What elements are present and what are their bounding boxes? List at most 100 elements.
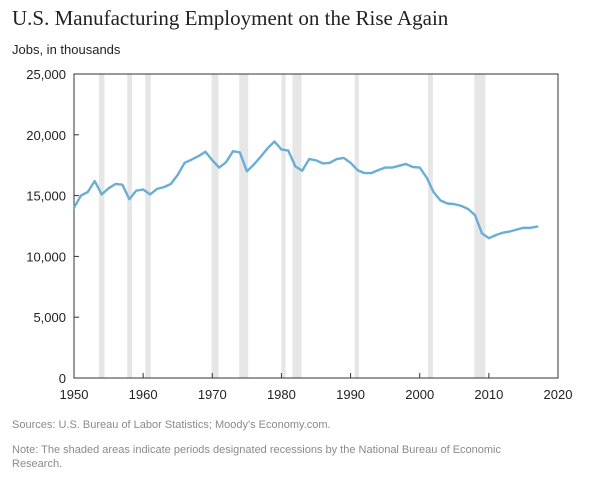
data-point bbox=[439, 199, 441, 201]
chart-title: U.S. Manufacturing Employment on the Ris… bbox=[12, 6, 449, 30]
data-point bbox=[322, 162, 324, 164]
data-point bbox=[197, 155, 199, 157]
data-point bbox=[94, 180, 96, 182]
y-tick-label: 20,000 bbox=[26, 128, 66, 143]
x-tick-label: 2000 bbox=[405, 387, 434, 402]
data-point bbox=[481, 232, 483, 234]
data-point bbox=[495, 234, 497, 236]
data-point bbox=[405, 163, 407, 165]
y-tick-label: 10,000 bbox=[26, 249, 66, 264]
data-point bbox=[384, 166, 386, 168]
recession-note: Note: The shaded areas indicate periods … bbox=[12, 444, 501, 470]
data-point bbox=[301, 169, 303, 171]
data-point bbox=[467, 208, 469, 210]
y-axis-label: Jobs, in thousands bbox=[12, 42, 121, 57]
data-point bbox=[287, 149, 289, 151]
data-point bbox=[460, 205, 462, 207]
data-point bbox=[370, 172, 372, 174]
y-tick-label: 25,000 bbox=[26, 67, 66, 82]
data-point bbox=[114, 183, 116, 185]
x-tick-label: 1970 bbox=[198, 387, 227, 402]
tick-labels: 0 5,000 10,000 15,000 20,000 25,000 1950 1960 19… bbox=[26, 67, 572, 402]
data-point bbox=[508, 230, 510, 232]
data-point bbox=[259, 155, 261, 157]
data-point bbox=[142, 188, 144, 190]
data-point bbox=[232, 150, 234, 152]
data-point bbox=[204, 151, 206, 153]
data-point bbox=[398, 165, 400, 167]
data-point bbox=[183, 162, 185, 164]
data-point bbox=[280, 148, 282, 150]
data-point bbox=[377, 169, 379, 171]
data-point bbox=[170, 183, 172, 185]
y-tick-label: 0 bbox=[59, 371, 66, 386]
data-point bbox=[149, 193, 151, 195]
data-point bbox=[425, 176, 427, 178]
employment-series-line bbox=[72, 140, 539, 240]
data-point bbox=[315, 159, 317, 161]
data-point bbox=[100, 193, 102, 195]
data-point bbox=[342, 157, 344, 159]
data-point bbox=[329, 162, 331, 164]
data-point bbox=[536, 225, 538, 227]
recession-band-6 bbox=[292, 74, 302, 378]
data-point bbox=[363, 172, 365, 174]
data-point bbox=[501, 231, 503, 233]
data-point bbox=[474, 214, 476, 216]
data-point bbox=[163, 186, 165, 188]
x-tick-label: 2010 bbox=[474, 387, 503, 402]
x-tick-label: 1960 bbox=[129, 387, 158, 402]
recession-band-2 bbox=[145, 74, 151, 378]
data-point bbox=[356, 169, 358, 171]
x-tick-label: 1980 bbox=[267, 387, 296, 402]
recession-band-3 bbox=[211, 74, 219, 378]
data-point bbox=[412, 166, 414, 168]
data-point bbox=[294, 165, 296, 167]
data-point bbox=[87, 191, 89, 193]
data-point bbox=[253, 163, 255, 165]
data-point bbox=[239, 151, 241, 153]
data-point bbox=[73, 207, 75, 209]
series-layer bbox=[72, 140, 539, 240]
x-tick-label: 2020 bbox=[544, 387, 573, 402]
x-tick-label: 1990 bbox=[336, 387, 365, 402]
x-tick-label: 1950 bbox=[60, 387, 89, 402]
data-point bbox=[432, 191, 434, 193]
data-point bbox=[391, 166, 393, 168]
data-point bbox=[107, 187, 109, 189]
data-point bbox=[453, 203, 455, 205]
data-point bbox=[488, 237, 490, 239]
data-point bbox=[128, 198, 130, 200]
recession-band-4 bbox=[239, 74, 249, 378]
recession-bands bbox=[98, 74, 486, 378]
recession-band-5 bbox=[281, 74, 286, 378]
y-tick-label: 5,000 bbox=[33, 310, 66, 325]
y-tick-label: 15,000 bbox=[26, 189, 66, 204]
data-point bbox=[522, 227, 524, 229]
data-point bbox=[419, 166, 421, 168]
data-point bbox=[349, 162, 351, 164]
data-point bbox=[156, 188, 158, 190]
data-point bbox=[121, 183, 123, 185]
data-point bbox=[308, 158, 310, 160]
data-point bbox=[135, 190, 137, 192]
data-point bbox=[446, 202, 448, 204]
data-point bbox=[246, 170, 248, 172]
recession-band-8 bbox=[428, 74, 433, 378]
recession-band-0 bbox=[98, 74, 105, 378]
recession-band-7 bbox=[354, 74, 359, 378]
data-point bbox=[80, 194, 82, 196]
data-point bbox=[225, 161, 227, 163]
axes bbox=[73, 73, 559, 379]
data-point bbox=[266, 147, 268, 149]
data-point bbox=[211, 159, 213, 161]
data-point bbox=[515, 228, 517, 230]
data-point bbox=[218, 166, 220, 168]
data-point bbox=[529, 227, 531, 229]
source-note: Sources: U.S. Bureau of Labor Statistics… bbox=[12, 419, 331, 431]
data-point bbox=[273, 140, 275, 142]
data-point bbox=[336, 158, 338, 160]
plot-frame bbox=[73, 73, 559, 379]
recession-band-1 bbox=[127, 74, 133, 378]
